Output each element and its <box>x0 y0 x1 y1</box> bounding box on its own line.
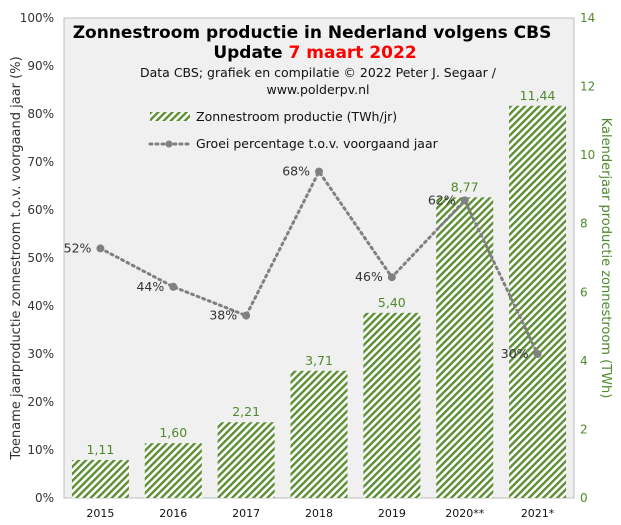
y-tick-right: 8 <box>580 217 588 231</box>
y-axis-right: 0 2 4 6 8 10 12 14 <box>580 11 595 505</box>
y-tick-left: 10% <box>27 443 54 457</box>
growth-label: 68% <box>282 164 310 179</box>
y-axis-left-title: Toename jaarproductie zonnestroom t.o.v.… <box>9 56 24 460</box>
bar <box>290 370 348 498</box>
legend-bar-swatch <box>150 112 190 121</box>
growth-label: 46% <box>355 269 383 284</box>
growth-label: 52% <box>64 240 92 255</box>
growth-point <box>169 282 178 291</box>
bar <box>509 105 567 499</box>
bar-label: 2,21 <box>232 404 260 419</box>
bar-series <box>71 105 567 499</box>
growth-label: 44% <box>136 279 164 294</box>
growth-points <box>96 167 542 358</box>
legend: Zonnestroom productie (TWh/jr) Groei per… <box>148 109 439 151</box>
bar-label: 3,71 <box>305 353 333 368</box>
x-tick: 2021* <box>521 507 555 520</box>
y-tick-left: 70% <box>27 155 54 169</box>
growth-label: 30% <box>501 346 529 361</box>
chart-title-line1: Zonnestroom productie in Nederland volge… <box>73 23 552 43</box>
x-tick: 2015 <box>86 507 114 520</box>
x-tick: 2018 <box>305 507 333 520</box>
bar-label: 11,44 <box>520 88 556 103</box>
x-tick: 2020** <box>445 507 484 520</box>
growth-point <box>387 273 396 282</box>
growth-labels: 52% 44% 38% 68% 46% 62% 30% <box>64 164 529 361</box>
y-tick-left: 0% <box>35 491 54 505</box>
y-tick-left: 100% <box>20 11 54 25</box>
growth-label: 62% <box>428 192 456 207</box>
bar <box>363 312 421 498</box>
y-tick-left: 40% <box>27 299 54 313</box>
bar <box>436 197 494 499</box>
bar-label: 1,11 <box>87 442 115 457</box>
x-tick: 2017 <box>232 507 260 520</box>
y-tick-right: 4 <box>580 354 588 368</box>
y-tick-right: 14 <box>580 11 595 25</box>
y-tick-right: 6 <box>580 285 588 299</box>
title-update-prefix: Update <box>213 43 288 63</box>
bar-label: 5,40 <box>378 295 406 310</box>
y-tick-right: 12 <box>580 80 595 94</box>
chart-subtitle-line2: www.polderpv.nl <box>266 82 369 97</box>
growth-point <box>242 311 251 320</box>
bar <box>217 422 275 498</box>
x-axis: 2015 2016 2017 2018 2019 2020** 2021* <box>86 507 554 520</box>
bar-label: 1,60 <box>159 425 187 440</box>
legend-line-marker <box>165 140 173 148</box>
bar-label: 8,77 <box>451 179 479 194</box>
chart-subtitle-line1: Data CBS; grafiek en compilatie © 2022 P… <box>140 65 497 80</box>
x-tick: 2019 <box>378 507 406 520</box>
growth-point <box>315 167 323 176</box>
y-tick-left: 50% <box>27 251 54 265</box>
x-tick: 2016 <box>159 507 187 520</box>
title-update-date: 7 maart 2022 <box>289 43 417 63</box>
y-tick-left: 60% <box>27 203 54 217</box>
bar <box>144 443 202 498</box>
bar-labels: 1,11 1,60 2,21 3,71 5,40 8,77 11,44 <box>87 88 556 457</box>
growth-point <box>460 196 469 205</box>
growth-label: 38% <box>209 308 237 323</box>
y-tick-right: 2 <box>580 422 588 436</box>
bar <box>71 459 129 498</box>
legend-bar-label: Zonnestroom productie (TWh/jr) <box>196 109 397 124</box>
legend-line-label: Groei percentage t.o.v. voorgaand jaar <box>196 136 439 151</box>
y-axis-left: 0% 10% 20% 30% 40% 50% 60% 70% 80% 90% 100% <box>20 11 54 505</box>
y-tick-right: 10 <box>580 148 595 162</box>
growth-point <box>96 244 105 253</box>
growth-point <box>533 350 542 358</box>
y-tick-left: 90% <box>27 59 54 73</box>
y-tick-right: 0 <box>580 491 588 505</box>
y-axis-right-title: Kalenderjaar productie zonnestroom (TWh) <box>598 118 613 399</box>
y-tick-left: 80% <box>27 107 54 121</box>
chart-title-line2: Update 7 maart 2022 <box>213 43 416 63</box>
y-tick-left: 20% <box>27 395 54 409</box>
y-tick-left: 30% <box>27 347 54 361</box>
